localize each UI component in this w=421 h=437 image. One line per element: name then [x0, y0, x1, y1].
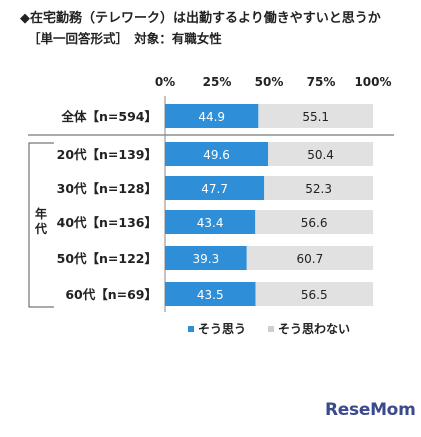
bar-agree — [165, 246, 247, 270]
value-label-agree: 43.4 — [197, 216, 224, 230]
chart-subtitle: ［単一回答形式］ 対象：有職女性 — [28, 31, 222, 46]
category-label: 60代【n=69】 — [65, 287, 157, 302]
value-label-disagree: 56.6 — [301, 216, 328, 230]
bar-disagree — [268, 142, 373, 166]
bar-disagree — [264, 176, 373, 200]
bar-agree — [165, 104, 259, 128]
legend-label-disagree: そう思わない — [278, 322, 350, 336]
value-label-agree: 43.5 — [197, 288, 224, 302]
group-label-char: 年 — [35, 206, 47, 221]
bar-agree — [165, 176, 265, 200]
bar-agree — [165, 142, 269, 166]
chart-title: ◆在宅勤務（テレワーク）は出勤するより働きやすいと思うか — [20, 11, 381, 26]
x-tick-label: 50% — [255, 75, 284, 89]
category-label: 全体【n=594】 — [61, 109, 157, 124]
bar-disagree — [258, 104, 373, 128]
value-label-disagree: 52.3 — [305, 182, 332, 196]
value-label-disagree: 60.7 — [297, 252, 324, 266]
resemom-logo: ReseMom — [325, 400, 416, 420]
bar-disagree — [255, 282, 373, 306]
legend-label-agree: そう思う — [198, 322, 246, 336]
value-label-disagree: 56.5 — [301, 288, 328, 302]
legend-swatch-agree — [188, 326, 194, 332]
value-label-agree: 39.3 — [193, 252, 220, 266]
category-label: 40代【n=136】 — [57, 215, 157, 230]
value-label-disagree: 50.4 — [307, 148, 334, 162]
value-label-disagree: 55.1 — [302, 110, 329, 124]
category-label: 20代【n=139】 — [57, 147, 157, 162]
value-label-agree: 47.7 — [201, 182, 228, 196]
x-tick-label: 75% — [307, 75, 336, 89]
value-label-agree: 49.6 — [203, 148, 230, 162]
bar-agree — [165, 210, 256, 234]
group-bracket — [28, 142, 54, 308]
category-label: 50代【n=122】 — [57, 251, 157, 266]
value-label-agree: 44.9 — [198, 110, 225, 124]
bar-disagree — [255, 210, 373, 234]
x-tick-label: 25% — [203, 75, 232, 89]
group-label-char: 代 — [34, 221, 47, 236]
bar-agree — [165, 282, 256, 306]
bar-disagree — [246, 246, 373, 270]
category-label: 30代【n=128】 — [57, 181, 157, 196]
legend-swatch-disagree — [268, 326, 274, 332]
x-tick-label: 0% — [155, 75, 175, 89]
x-tick-label: 100% — [354, 75, 391, 89]
